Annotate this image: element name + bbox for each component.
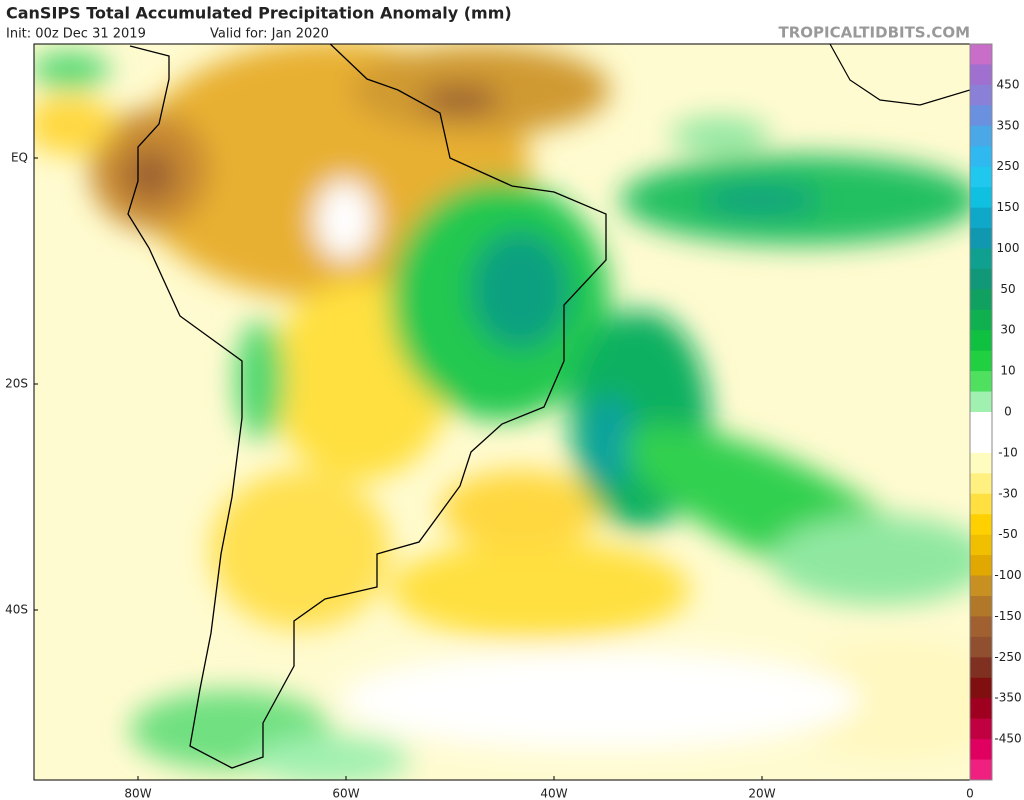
colorbar-swatch xyxy=(970,228,992,249)
colorbar-swatch xyxy=(970,739,992,761)
lon-label: 40W xyxy=(540,787,567,800)
colorbar-label: -50 xyxy=(998,527,1018,541)
lat-label: 20S xyxy=(5,377,28,391)
colorbar-swatch xyxy=(970,493,992,515)
colorbar-swatch xyxy=(970,289,992,311)
lon-label: 20W xyxy=(748,787,775,800)
colorbar-swatch xyxy=(970,534,992,556)
colorbar-swatch xyxy=(970,44,992,65)
colorbar-label: 100 xyxy=(997,241,1020,255)
colorbar-label: 30 xyxy=(1000,323,1015,337)
colorbar-swatch xyxy=(970,187,992,209)
colorbar-swatch xyxy=(970,514,992,536)
colorbar-label: 10 xyxy=(1000,364,1015,378)
colorbar-label: -450 xyxy=(994,732,1021,746)
colorbar-swatch xyxy=(970,412,992,433)
colorbar-label: 150 xyxy=(997,200,1020,214)
colorbar-swatch xyxy=(970,473,992,495)
colorbar-swatch xyxy=(970,636,992,658)
anomaly-field xyxy=(34,44,970,780)
colorbar-label: -350 xyxy=(994,691,1021,705)
init-time: Init: 00z Dec 31 2019 xyxy=(6,27,146,42)
colorbar-swatch xyxy=(970,677,992,699)
lon-label: 0 xyxy=(966,787,974,800)
colorbar-swatch xyxy=(970,718,992,740)
colorbar-label: 250 xyxy=(997,159,1020,173)
colorbar-label: -150 xyxy=(994,609,1021,623)
colorbar-swatch xyxy=(970,309,992,331)
title: CanSIPS Total Accumulated Precipitation … xyxy=(6,4,512,23)
colorbar-swatch xyxy=(970,248,992,270)
colorbar-swatch xyxy=(970,616,992,638)
africa-coast xyxy=(829,44,970,106)
colorbar-label: 450 xyxy=(997,77,1020,91)
colorbar-swatch xyxy=(970,64,992,86)
colorbar-frame xyxy=(969,43,993,781)
colorbar-swatch xyxy=(970,330,992,352)
colorbar-swatch xyxy=(970,596,992,617)
colorbar-label: 350 xyxy=(997,118,1020,132)
colorbar-swatch xyxy=(970,125,992,147)
colorbar-swatch xyxy=(970,698,992,720)
colorbar-swatch xyxy=(970,350,992,372)
map xyxy=(34,44,970,780)
valid-time: Valid for: Jan 2020 xyxy=(210,27,329,42)
colorbar-swatch xyxy=(970,575,992,597)
lat-label: EQ xyxy=(11,151,28,165)
colorbar-label: 0 xyxy=(1004,405,1012,419)
lat-label: 40S xyxy=(5,603,28,617)
lon-label: 60W xyxy=(332,787,359,800)
colorbar-swatch xyxy=(970,432,992,454)
colorbar-swatch xyxy=(970,166,992,188)
colorbar-swatch xyxy=(970,371,992,393)
colorbar-label: 50 xyxy=(1000,282,1015,296)
colorbar-swatch xyxy=(970,146,992,168)
colorbar-swatch xyxy=(970,657,992,679)
colorbar-swatch xyxy=(970,268,992,290)
colorbar-swatch xyxy=(970,84,992,106)
coastline xyxy=(127,44,607,769)
colorbar-label: -250 xyxy=(994,650,1021,664)
colorbar-swatch xyxy=(970,391,992,413)
colorbar-swatch xyxy=(970,105,992,127)
colorbar-label: -30 xyxy=(998,486,1018,500)
colorbar-swatch xyxy=(970,452,992,474)
lon-label: 80W xyxy=(124,787,151,800)
colorbar-label: -10 xyxy=(998,445,1018,459)
site-credit: TROPICALTIDBITS.COM xyxy=(779,24,971,42)
colorbar-label: -100 xyxy=(994,568,1021,582)
colorbar-swatch xyxy=(970,555,992,577)
colorbar-swatch xyxy=(970,207,992,229)
colorbar-swatch xyxy=(970,759,992,781)
